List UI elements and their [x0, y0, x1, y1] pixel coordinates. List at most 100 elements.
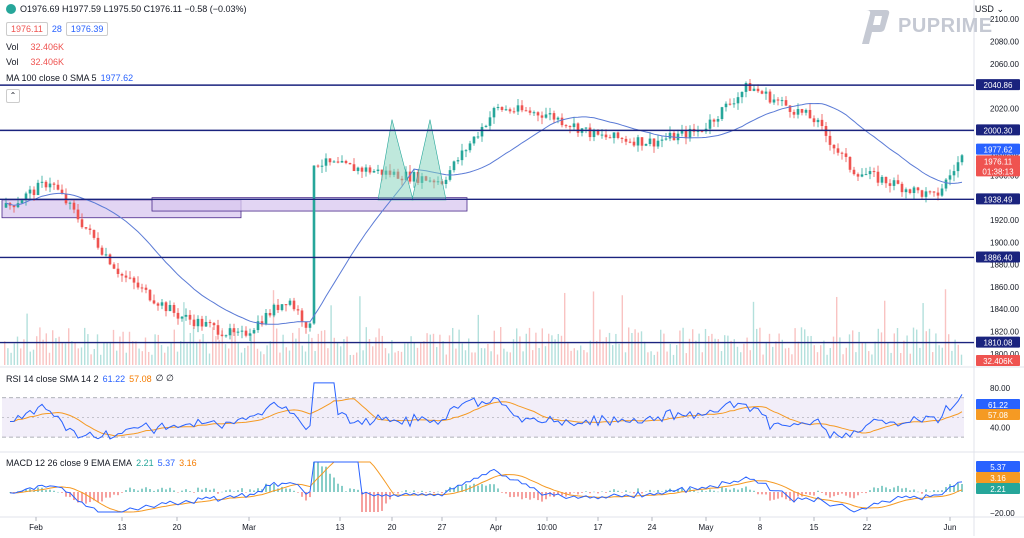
- candle-body[interactable]: [876, 171, 880, 183]
- candle-body[interactable]: [224, 335, 228, 337]
- candle-body[interactable]: [728, 103, 732, 105]
- candle-body[interactable]: [772, 99, 776, 103]
- candle-body[interactable]: [884, 176, 888, 184]
- candle-body[interactable]: [180, 316, 184, 319]
- candle-body[interactable]: [496, 107, 500, 109]
- candle-body[interactable]: [116, 268, 120, 274]
- candle-body[interactable]: [812, 118, 816, 123]
- candle-body[interactable]: [584, 127, 588, 129]
- candle-body[interactable]: [780, 100, 784, 102]
- candle-body[interactable]: [532, 112, 536, 114]
- candle-body[interactable]: [308, 323, 312, 328]
- candle-body[interactable]: [952, 171, 956, 176]
- candle-body[interactable]: [624, 138, 628, 142]
- candle-body[interactable]: [732, 103, 736, 105]
- candle-body[interactable]: [348, 163, 352, 165]
- candle-body[interactable]: [504, 109, 508, 111]
- ask-button[interactable]: 1976.39: [65, 22, 109, 36]
- candle-body[interactable]: [296, 309, 300, 311]
- candle-body[interactable]: [936, 192, 940, 196]
- candle-body[interactable]: [352, 164, 356, 172]
- candle-body[interactable]: [540, 115, 544, 118]
- candle-body[interactable]: [460, 150, 464, 161]
- candle-body[interactable]: [280, 304, 284, 311]
- candle-body[interactable]: [956, 162, 960, 172]
- candle-body[interactable]: [480, 126, 484, 137]
- candle-body[interactable]: [304, 321, 308, 328]
- candle-body[interactable]: [592, 129, 596, 138]
- candle-body[interactable]: [40, 181, 44, 183]
- candle-body[interactable]: [160, 302, 164, 306]
- candle-body[interactable]: [72, 202, 76, 210]
- candle-body[interactable]: [788, 105, 792, 112]
- candle-body[interactable]: [852, 169, 856, 175]
- candle-body[interactable]: [840, 152, 844, 154]
- candle-body[interactable]: [576, 123, 580, 133]
- candle-body[interactable]: [36, 182, 40, 196]
- candle-body[interactable]: [664, 138, 668, 140]
- candle-body[interactable]: [120, 273, 124, 276]
- candle-body[interactable]: [188, 314, 192, 320]
- candle-body[interactable]: [156, 303, 160, 306]
- candle-body[interactable]: [172, 305, 176, 313]
- candle-body[interactable]: [616, 132, 620, 138]
- candle-body[interactable]: [648, 138, 652, 144]
- candle-body[interactable]: [152, 300, 156, 304]
- candle-body[interactable]: [80, 219, 84, 228]
- candle-body[interactable]: [412, 172, 416, 182]
- supply-demand-zone[interactable]: [151, 197, 468, 212]
- candle-body[interactable]: [924, 191, 928, 197]
- candle-body[interactable]: [508, 109, 512, 112]
- candle-body[interactable]: [696, 130, 700, 132]
- candle-body[interactable]: [464, 150, 468, 152]
- candle-body[interactable]: [744, 82, 748, 92]
- candle-body[interactable]: [640, 137, 644, 146]
- candle-body[interactable]: [468, 143, 472, 151]
- candle-body[interactable]: [252, 330, 256, 334]
- candle-body[interactable]: [764, 91, 768, 94]
- candle-body[interactable]: [140, 287, 144, 289]
- candle-body[interactable]: [24, 193, 28, 201]
- candle-body[interactable]: [76, 209, 80, 220]
- candle-body[interactable]: [564, 125, 568, 127]
- candle-body[interactable]: [272, 304, 276, 316]
- candle-body[interactable]: [836, 148, 840, 153]
- candle-body[interactable]: [560, 117, 564, 126]
- candle-body[interactable]: [528, 110, 532, 113]
- candle-body[interactable]: [556, 117, 560, 120]
- candle-body[interactable]: [684, 130, 688, 139]
- candle-body[interactable]: [608, 137, 612, 139]
- candle-body[interactable]: [820, 119, 824, 127]
- candle-body[interactable]: [408, 171, 412, 182]
- candle-body[interactable]: [792, 111, 796, 115]
- pattern-triangle[interactable]: [411, 119, 447, 201]
- candle-body[interactable]: [12, 205, 16, 208]
- candle-body[interactable]: [332, 161, 336, 163]
- candle-body[interactable]: [320, 165, 324, 167]
- candle-body[interactable]: [208, 321, 212, 324]
- candle-body[interactable]: [452, 161, 456, 171]
- candle-body[interactable]: [916, 187, 920, 191]
- candle-body[interactable]: [864, 174, 868, 176]
- candle-body[interactable]: [20, 200, 24, 204]
- candle-body[interactable]: [512, 111, 516, 113]
- candle-body[interactable]: [736, 97, 740, 104]
- candle-body[interactable]: [868, 171, 872, 175]
- candle-body[interactable]: [44, 181, 48, 188]
- candle-body[interactable]: [544, 114, 548, 118]
- candle-body[interactable]: [548, 113, 552, 115]
- candle-body[interactable]: [860, 174, 864, 177]
- candle-body[interactable]: [484, 125, 488, 127]
- candle-body[interactable]: [300, 310, 304, 322]
- candle-body[interactable]: [96, 237, 100, 248]
- candle-body[interactable]: [4, 203, 8, 208]
- candle-body[interactable]: [904, 189, 908, 193]
- candle-body[interactable]: [816, 119, 820, 123]
- candle-body[interactable]: [716, 119, 720, 122]
- candle-body[interactable]: [888, 183, 892, 186]
- candle-body[interactable]: [284, 304, 288, 306]
- candle-body[interactable]: [932, 191, 936, 193]
- candle-body[interactable]: [536, 112, 540, 116]
- candle-body[interactable]: [520, 105, 524, 111]
- candle-body[interactable]: [100, 247, 104, 255]
